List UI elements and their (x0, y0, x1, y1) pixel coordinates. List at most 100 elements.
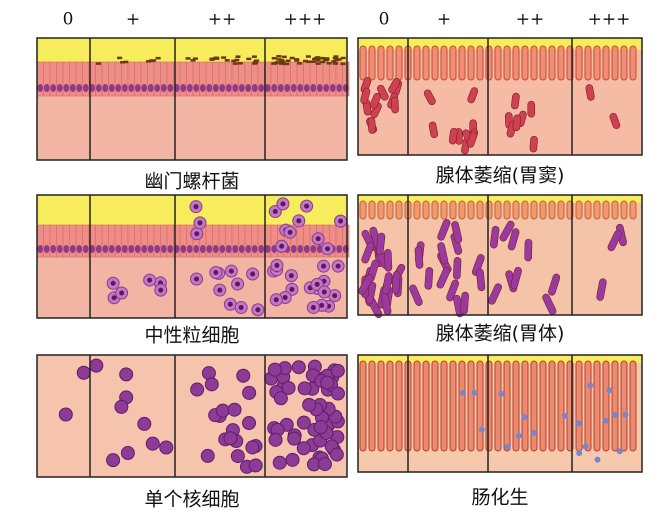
gland (499, 220, 515, 242)
foveola (584, 45, 592, 81)
bacterium (285, 59, 291, 63)
gland (512, 114, 521, 132)
nucleus (180, 245, 187, 253)
nucleus (258, 245, 265, 253)
foveola (620, 200, 628, 220)
bacterium (231, 59, 237, 63)
foveola (422, 45, 430, 81)
panel-caption: 腺体萎缩(胃窦) (436, 165, 565, 187)
foveola (386, 360, 394, 452)
goblet-cell (504, 444, 511, 451)
mononuclear-cell (159, 440, 174, 455)
nucleus (95, 84, 102, 92)
foveola (575, 200, 583, 220)
foveola (602, 45, 610, 81)
grade-label: + (126, 10, 140, 30)
bacterium (326, 62, 332, 65)
mucus (358, 195, 642, 203)
nucleus (154, 84, 161, 92)
gland (367, 117, 376, 134)
mononuclear-cell (89, 358, 104, 373)
mononuclear-cell (272, 455, 287, 470)
nucleus (186, 245, 193, 253)
gland (375, 232, 386, 256)
neutrophil-nucleus (228, 268, 234, 274)
gland (453, 257, 462, 280)
nucleus (128, 84, 135, 92)
foveola (548, 45, 556, 81)
nucleus (141, 84, 148, 92)
neutrophil-nucleus (325, 246, 331, 252)
foveola (557, 45, 565, 81)
panel-caption: 中性粒细胞 (144, 325, 239, 347)
mononuclear-cell (268, 432, 283, 447)
mononuclear-cell (302, 397, 317, 412)
foveola (530, 45, 538, 81)
nucleus (212, 245, 219, 253)
foveola (539, 200, 547, 220)
foveola (449, 45, 457, 81)
mononuclear-cell (296, 415, 311, 430)
bacterium (340, 62, 346, 66)
grade-label: 0 (63, 10, 74, 30)
nucleus (310, 245, 317, 253)
gland (460, 291, 469, 315)
neutrophil-nucleus (194, 231, 200, 237)
nucleus (310, 84, 317, 92)
nucleus (297, 84, 304, 92)
gland (388, 78, 401, 94)
mononuclear-cell (329, 447, 344, 462)
nucleus (37, 245, 44, 253)
nucleus (316, 245, 323, 253)
panel-caption: 腺体萎缩(胃体) (436, 323, 565, 345)
gland (510, 266, 522, 289)
mononuclear-cell (223, 431, 238, 446)
gland (476, 268, 486, 292)
gland (424, 267, 434, 290)
foveola (503, 45, 511, 81)
mononuclear-cell (137, 416, 152, 431)
nucleus (232, 84, 239, 92)
bacterium (276, 55, 282, 58)
foveola (530, 360, 538, 452)
foveola (422, 200, 430, 220)
mononuclear-cell (273, 391, 288, 406)
gland (414, 246, 424, 269)
bacterium (224, 59, 230, 62)
bacterium (333, 55, 339, 58)
nucleus (128, 245, 135, 253)
nucleus (303, 84, 310, 92)
gland (360, 87, 371, 105)
mononuclear-cell (287, 431, 302, 446)
mononuclear-cell (330, 386, 345, 401)
grade-label: +++ (284, 10, 327, 30)
gland (391, 271, 401, 294)
foveola (368, 200, 376, 220)
bacterium (246, 57, 252, 61)
panel-border (36, 37, 348, 161)
gland (467, 87, 479, 104)
nucleus (329, 84, 336, 92)
neutrophil-nucleus (217, 287, 223, 293)
mononuclear-cell (313, 420, 328, 435)
nucleus (95, 245, 102, 253)
nucleus (102, 245, 109, 253)
nucleus (134, 245, 141, 253)
foveola (458, 200, 466, 220)
foveola (620, 360, 628, 452)
neutrophil-nucleus (274, 262, 280, 268)
bacterium (332, 61, 338, 65)
nucleus (121, 84, 128, 92)
nucleus (238, 245, 245, 253)
foveola (395, 200, 403, 220)
nucleus (43, 84, 50, 92)
gland (448, 127, 458, 145)
nucleus (108, 245, 115, 253)
foveola (494, 200, 502, 220)
nucleus (82, 245, 89, 253)
nucleus (199, 84, 206, 92)
nucleus (147, 245, 154, 253)
nucleus (316, 84, 323, 92)
bacterium (276, 58, 282, 61)
foveola (593, 200, 601, 220)
